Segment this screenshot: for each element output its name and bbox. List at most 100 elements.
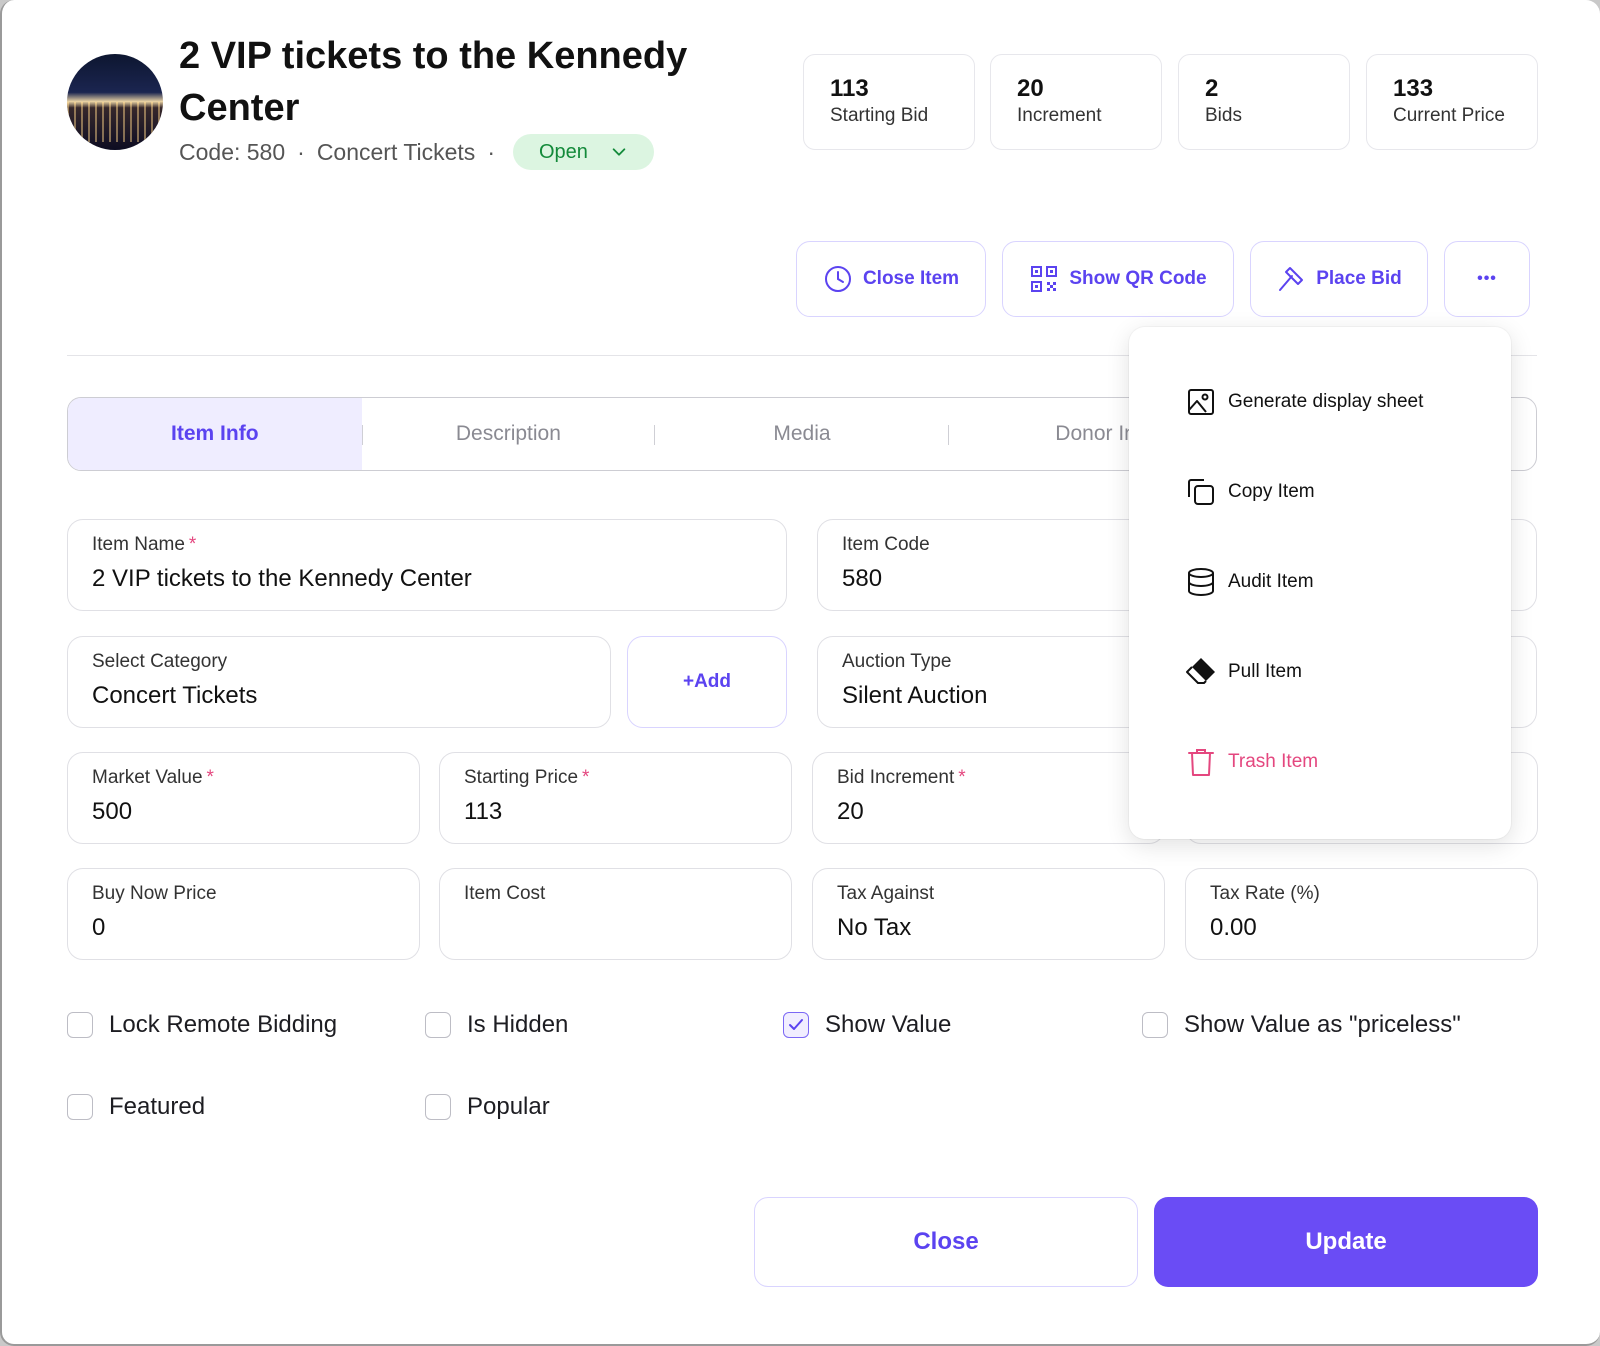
stat-value: 2 bbox=[1205, 75, 1219, 102]
menu-item-pull-item[interactable]: Pull Item bbox=[1184, 655, 1302, 689]
market-value-field[interactable]: Market Value * 500 bbox=[67, 752, 420, 844]
update-button[interactable]: Update bbox=[1154, 1197, 1538, 1287]
field-label: Buy Now Price bbox=[92, 883, 217, 904]
bid-increment-field[interactable]: Bid Increment * 20 bbox=[812, 752, 1165, 844]
item-image bbox=[67, 54, 163, 150]
featured-checkbox[interactable]: Featured bbox=[67, 1093, 205, 1121]
tab-label: Media bbox=[773, 422, 831, 445]
tab-donor-info[interactable]: Donor In bbox=[949, 398, 1243, 470]
meta-separator: · bbox=[297, 138, 305, 165]
close-item-button[interactable]: Close Item bbox=[796, 241, 986, 317]
checkbox-box[interactable] bbox=[67, 1012, 93, 1038]
tab-bar: Item Info Description Media Donor In bbox=[67, 397, 1537, 471]
clock-icon bbox=[824, 266, 851, 292]
tab-label: Item Info bbox=[171, 422, 259, 445]
tab-description[interactable]: Description bbox=[361, 398, 656, 470]
stat-value: 113 bbox=[830, 75, 869, 102]
item-code-text: Code: 580 bbox=[179, 138, 286, 165]
checkbox-box[interactable] bbox=[425, 1012, 451, 1038]
field-label: Tax Rate (%) bbox=[1210, 883, 1320, 904]
menu-item-trash-item[interactable]: Trash Item bbox=[1184, 745, 1318, 779]
close-button[interactable]: Close bbox=[754, 1197, 1138, 1287]
checkbox-label: Popular bbox=[467, 1093, 550, 1120]
starting-price-field[interactable]: Starting Price * 113 bbox=[439, 752, 792, 844]
checkbox-label: Show Value as "priceless" bbox=[1184, 1011, 1461, 1038]
checkbox-box[interactable] bbox=[783, 1012, 809, 1038]
field-label: Select Category bbox=[92, 651, 228, 672]
field-label: Tax Against bbox=[837, 883, 935, 904]
checkbox-label: Is Hidden bbox=[467, 1011, 569, 1038]
bid-increment-value: 20 bbox=[837, 798, 864, 825]
is-hidden-checkbox[interactable]: Is Hidden bbox=[425, 1011, 568, 1039]
more-options-menu: Generate display sheet Copy Item Audit I… bbox=[1129, 327, 1511, 839]
status-label: Open bbox=[538, 140, 588, 163]
item-name-field[interactable]: Item Name * 2 VIP tickets to the Kennedy … bbox=[67, 519, 787, 611]
stat-bids: 2 Bids bbox=[1178, 54, 1350, 150]
checkbox-box[interactable] bbox=[1142, 1012, 1168, 1038]
field-label: Item Code bbox=[842, 534, 930, 555]
place-bid-label: Place Bid bbox=[1316, 268, 1402, 289]
show-value-priceless-checkbox[interactable]: Show Value as "priceless" bbox=[1142, 1011, 1461, 1039]
add-category-button[interactable]: +Add bbox=[627, 636, 787, 728]
stat-value: 20 bbox=[1017, 75, 1044, 102]
menu-item-label: Trash Item bbox=[1228, 751, 1319, 772]
more-icon: ••• bbox=[1477, 270, 1497, 287]
tab-media[interactable]: Media bbox=[655, 398, 949, 470]
stat-value: 133 bbox=[1393, 75, 1434, 102]
category-select[interactable]: Select Category Concert Tickets bbox=[67, 636, 611, 728]
item-meta: Code: 580 · Concert Tickets · Open bbox=[179, 134, 654, 170]
checkbox-box[interactable] bbox=[425, 1094, 451, 1120]
more-options-button[interactable]: ••• bbox=[1444, 241, 1530, 317]
show-qr-code-button[interactable]: Show QR Code bbox=[1002, 241, 1234, 317]
field-label: Item Cost bbox=[464, 883, 546, 904]
eraser-icon bbox=[1186, 658, 1215, 684]
show-value-checkbox[interactable]: Show Value bbox=[783, 1011, 951, 1039]
field-label: Item Name * bbox=[92, 534, 197, 555]
show-qr-label: Show QR Code bbox=[1069, 268, 1207, 289]
trash-icon bbox=[1188, 749, 1214, 776]
header-divider bbox=[67, 355, 1537, 356]
auction-type-value: Silent Auction bbox=[842, 682, 988, 709]
tab-label: Donor In bbox=[1055, 422, 1136, 445]
tax-rate-field[interactable]: Tax Rate (%) 0.00 bbox=[1185, 868, 1538, 960]
checkbox-box[interactable] bbox=[67, 1094, 93, 1120]
status-dropdown[interactable]: Open bbox=[512, 134, 654, 170]
popular-checkbox[interactable]: Popular bbox=[425, 1093, 550, 1121]
menu-item-label: Generate display sheet bbox=[1228, 391, 1424, 412]
category-value: Concert Tickets bbox=[92, 682, 258, 709]
qr-code-icon bbox=[1031, 266, 1058, 292]
database-icon bbox=[1188, 568, 1214, 597]
checkbox-label: Lock Remote Bidding bbox=[109, 1011, 338, 1038]
buy-now-price-field[interactable]: Buy Now Price 0 bbox=[67, 868, 420, 960]
stat-label: Bids bbox=[1205, 105, 1242, 126]
menu-item-label: Audit Item bbox=[1228, 571, 1314, 592]
item-title: 2 VIP tickets to the Kennedy Center bbox=[179, 35, 688, 129]
tax-against-value: No Tax bbox=[837, 914, 912, 941]
checkbox-label: Show Value bbox=[825, 1011, 952, 1038]
field-label: Auction Type bbox=[842, 651, 952, 672]
menu-item-copy-item[interactable]: Copy Item bbox=[1184, 475, 1315, 509]
item-cost-field[interactable]: Item Cost bbox=[439, 868, 792, 960]
menu-item-label: Pull Item bbox=[1228, 661, 1302, 682]
lock-remote-bidding-checkbox[interactable]: Lock Remote Bidding bbox=[67, 1011, 337, 1039]
tax-against-select[interactable]: Tax Against No Tax bbox=[812, 868, 1165, 960]
tab-label: Description bbox=[455, 422, 561, 445]
starting-price-value: 113 bbox=[464, 798, 503, 825]
buy-now-price-value: 0 bbox=[92, 914, 106, 941]
stat-label: Starting Bid bbox=[830, 105, 929, 126]
meta-separator: · bbox=[487, 138, 495, 165]
menu-item-audit-item[interactable]: Audit Item bbox=[1184, 565, 1314, 599]
field-label: Bid Increment * bbox=[837, 767, 966, 788]
item-category-text: Concert Tickets bbox=[316, 138, 476, 165]
checkbox-label: Featured bbox=[109, 1093, 206, 1120]
menu-item-label: Copy Item bbox=[1228, 481, 1315, 502]
tab-item-info[interactable]: Item Info bbox=[68, 398, 362, 470]
menu-item-generate-display-sheet[interactable]: Generate display sheet bbox=[1184, 385, 1423, 419]
close-item-label: Close Item bbox=[862, 268, 960, 289]
check-icon bbox=[789, 1019, 803, 1030]
image-icon bbox=[1188, 389, 1214, 415]
field-label: Starting Price * bbox=[464, 767, 590, 788]
chevron-down-icon bbox=[612, 148, 626, 156]
place-bid-button[interactable]: Place Bid bbox=[1250, 241, 1428, 317]
